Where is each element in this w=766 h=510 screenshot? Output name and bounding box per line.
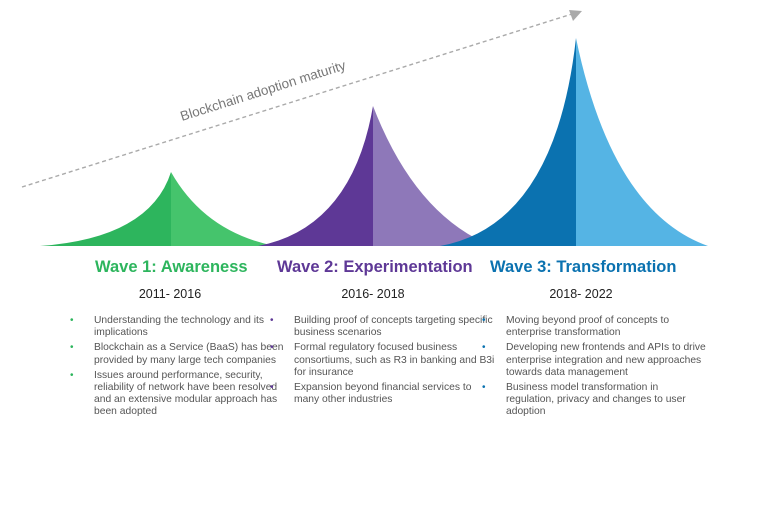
maturity-arrow-head — [569, 10, 582, 21]
wave3-column: Wave 3: Transformation 2018- 2022 • Movin… — [482, 258, 707, 422]
wave3-peak-left — [440, 38, 576, 246]
list-item: • Building proof of concepts targeting sp… — [270, 315, 493, 339]
maturity-label: Blockchain adoption maturity — [178, 58, 347, 124]
list-item: • Moving beyond proof of concepts to ente… — [482, 315, 670, 339]
list-item: • Business model transformation in regula… — [482, 382, 686, 418]
wave3-years: 2018- 2022 — [549, 287, 613, 301]
list-item: • Formal regulatory focused business cons… — [270, 342, 495, 378]
wave1-bullets: • Understanding the technology and its im… — [70, 315, 295, 419]
wave1-years: 2011- 2016 — [138, 287, 202, 301]
wave1-peak — [40, 172, 275, 246]
wave1-column: Wave 1: Awareness 2011- 2016 • Understand… — [70, 258, 295, 422]
list-item: • Expansion beyond financial services to … — [270, 382, 472, 406]
wave2-peak-left — [258, 106, 373, 246]
waves-diagram: Blockchain adoption maturity — [21, 10, 708, 246]
wave1-peak-right — [171, 172, 275, 246]
wave2-peak-right — [373, 106, 492, 246]
list-item: • Issues around performance, security, re… — [70, 369, 278, 418]
maturity-arrow-line — [21, 13, 573, 188]
wave3-title: Wave 3: Transformation — [490, 258, 677, 276]
wave2-bullets: • Building proof of concepts targeting sp… — [270, 315, 495, 406]
wave1-peak-left — [40, 172, 171, 246]
list-item: • Blockchain as a Service (BaaS) has been… — [70, 342, 284, 366]
wave2-column: Wave 2: Experimentation 2016- 2018 • Buil… — [270, 258, 495, 409]
wave2-peak — [258, 106, 492, 246]
list-item: • Understanding the technology and its im… — [70, 315, 265, 339]
wave2-years: 2016- 2018 — [341, 287, 405, 301]
wave2-title: Wave 2: Experimentation — [277, 258, 473, 276]
wave3-peak-right — [576, 38, 708, 246]
wave1-title: Wave 1: Awareness — [95, 258, 248, 276]
list-item: • Developing new frontends and APIs to dr… — [482, 342, 706, 378]
wave3-bullets: • Moving beyond proof of concepts to ente… — [482, 315, 707, 419]
wave3-peak — [440, 38, 708, 246]
